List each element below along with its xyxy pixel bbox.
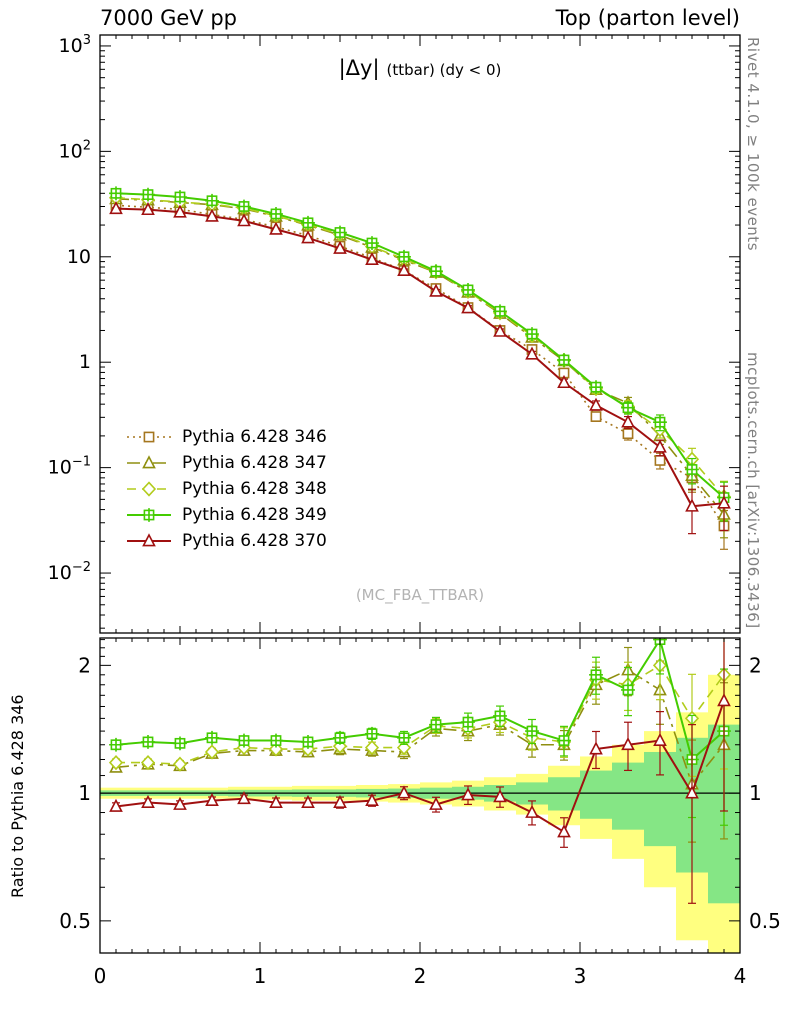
observable-symbol: |Δy| xyxy=(338,56,380,80)
legend-item-349: Pythia 6.428 349 xyxy=(126,502,327,528)
main-y-tick-label: 10−2 xyxy=(48,560,91,584)
legend: Pythia 6.428 346 Pythia 6.428 347 Pythia 6… xyxy=(126,424,327,554)
beam-energy-label: 7000 GeV pp xyxy=(100,6,238,30)
series-370-main xyxy=(109,200,731,535)
observable-title: |Δy| (ttbar) (dy < 0) xyxy=(100,56,740,80)
legend-item-348: Pythia 6.428 348 xyxy=(126,476,327,502)
mcplots-source-label: mcplots.cern.ch [arXiv:1306.3436] xyxy=(744,352,762,629)
analysis-watermark: (MC_FBA_TTBAR) xyxy=(355,586,485,604)
ratio-y-tick-label-right: 0.5 xyxy=(749,909,781,933)
x-tick-label: 3 xyxy=(574,964,587,988)
x-tick-label: 4 xyxy=(734,964,747,988)
legend-swatch-370 xyxy=(127,533,171,547)
legend-swatch-346 xyxy=(127,431,171,443)
legend-swatch-347 xyxy=(127,455,171,469)
legend-swatch-349 xyxy=(127,508,171,522)
main-y-tick-label: 103 xyxy=(59,33,91,57)
observable-qualifier: (ttbar) (dy < 0) xyxy=(386,61,502,79)
x-tick-label: 1 xyxy=(254,964,267,988)
legend-item-347: Pythia 6.428 347 xyxy=(126,450,327,476)
ratio-y-tick-label-right: 2 xyxy=(749,653,762,677)
legend-label-347: Pythia 6.428 347 xyxy=(182,453,327,473)
legend-item-346: Pythia 6.428 346 xyxy=(126,424,327,450)
main-y-tick-label: 10 xyxy=(67,246,91,268)
main-y-tick-label: 1 xyxy=(79,351,91,373)
process-label: Top (parton level) xyxy=(555,6,740,30)
ratio-y-tick-label: 1 xyxy=(78,781,91,805)
ratio-y-tick-label-right: 1 xyxy=(749,781,762,805)
series-370-ratio xyxy=(109,638,731,904)
rivet-version-label: Rivet 4.1.0, ≥ 100k events xyxy=(744,37,762,252)
legend-swatch-348 xyxy=(127,481,171,497)
legend-label-346: Pythia 6.428 346 xyxy=(182,427,327,447)
band-green-bin xyxy=(612,762,644,830)
main-y-tick-label: 10−1 xyxy=(48,455,91,479)
x-tick-label: 0 xyxy=(94,964,107,988)
reference-uncertainty-bands xyxy=(100,674,740,953)
legend-label-370: Pythia 6.428 370 xyxy=(182,531,327,551)
x-tick-label: 2 xyxy=(414,964,427,988)
axes: 10−2 10−1 1 10 102 103 0.5 0.5 1 1 2 2 0 1 2 3 4 xyxy=(48,33,781,988)
legend-label-349: Pythia 6.428 349 xyxy=(182,505,327,525)
ratio-y-tick-label: 0.5 xyxy=(59,909,91,933)
legend-item-370: Pythia 6.428 370 xyxy=(126,528,327,554)
ratio-y-tick-label: 2 xyxy=(78,653,91,677)
legend-label-348: Pythia 6.428 348 xyxy=(182,479,327,499)
ratio-axis-title: Ratio to Pythia 6.428 346 xyxy=(8,694,27,899)
main-y-tick-label: 102 xyxy=(59,138,91,162)
